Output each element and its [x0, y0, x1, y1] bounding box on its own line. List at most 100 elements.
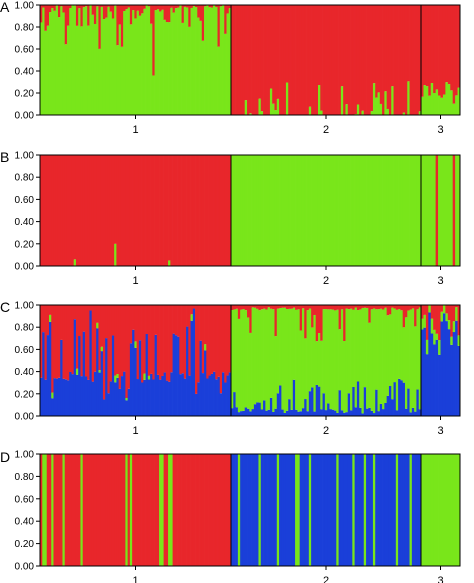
bar-segment-red	[195, 5, 198, 8]
bar-segment-green	[359, 309, 362, 408]
bar-segment-red	[78, 155, 81, 266]
bar-segment-red	[96, 155, 99, 266]
bar-segment-blue	[440, 321, 444, 416]
bar-segment-red	[177, 155, 180, 266]
bar-segment-blue	[411, 407, 415, 416]
bar-segment-green	[421, 454, 424, 566]
bar-segment-green	[370, 155, 374, 266]
bar-segment-red	[430, 305, 434, 319]
bar-segment-red	[87, 155, 90, 266]
bar-segment-blue	[80, 376, 84, 416]
bar-segment-red	[109, 454, 113, 566]
bar-segment-green	[370, 111, 374, 115]
y-tick-label: 0.40	[15, 367, 35, 378]
bar-segment-red	[107, 155, 111, 266]
bar-segment-green	[366, 155, 369, 266]
bar-segment-blue	[338, 390, 342, 416]
bar-segment-red	[276, 5, 280, 99]
bar-segment-blue	[274, 454, 278, 566]
bar-segment-red	[217, 5, 221, 47]
bar-segment-blue	[244, 454, 248, 566]
bar-segment-green	[186, 7, 189, 116]
bar-segment-blue	[228, 372, 232, 416]
bar-segment-blue	[170, 372, 173, 416]
bar-segment-red	[91, 5, 95, 15]
bar-segment-red	[301, 305, 305, 309]
bar-segment-blue	[322, 454, 326, 566]
bar-segment-green	[435, 454, 439, 566]
bar-segment-red	[82, 305, 86, 332]
bar-segment-green	[242, 308, 246, 411]
bar-segment-red	[213, 155, 216, 266]
bar-segment-green	[256, 308, 259, 403]
bar-segment-green	[256, 155, 259, 266]
bar-segment-green	[210, 7, 214, 115]
bar-segment-blue	[400, 380, 404, 416]
bar-segment-green	[147, 6, 151, 115]
bar-segment-blue	[161, 375, 164, 416]
bar-segment-blue	[100, 351, 104, 416]
bar-segment-blue	[283, 454, 287, 566]
bar-segment-green	[279, 155, 282, 266]
bar-segment-blue	[281, 409, 284, 416]
bar-segment-green	[442, 94, 446, 115]
bar-segment-red	[272, 305, 275, 310]
bar-segment-red	[438, 305, 441, 341]
bar-segment-blue	[231, 408, 234, 416]
bar-segment-blue	[267, 454, 271, 566]
bar-segment-red	[57, 5, 61, 18]
bar-segment-blue	[46, 335, 50, 416]
bar-segment-red	[138, 155, 142, 266]
bar-segment-red	[188, 454, 191, 566]
bar-segment-green	[438, 155, 441, 266]
bar-segment-green	[48, 12, 52, 115]
bar-segment-red	[82, 155, 86, 266]
bar-segment-red	[107, 305, 111, 394]
bar-segment-red	[100, 155, 104, 266]
bar-segment-blue	[150, 373, 153, 416]
bar-segment-red	[87, 5, 90, 26]
panel-c: 0.00 0.20 0.40 0.60 0.80 1.00 1 2 3 C	[0, 299, 461, 437]
bar-segment-blue	[304, 399, 307, 416]
bar-segment-red	[91, 454, 95, 566]
bar-segment-red	[368, 305, 371, 323]
bar-segment-red	[152, 305, 155, 380]
bar-segment-red	[363, 305, 367, 308]
bar-segment-blue	[404, 408, 408, 416]
bar-segment-green	[60, 6, 63, 115]
bar-segment-blue	[78, 336, 81, 416]
bar-segment-red	[274, 5, 278, 111]
bar-segment-red	[411, 305, 415, 309]
bar-segment-blue	[398, 454, 401, 566]
bar-segment-blue	[147, 379, 151, 416]
bar-segment-red	[132, 155, 135, 266]
bar-segment-red	[55, 155, 59, 266]
bar-segment-green	[244, 100, 248, 115]
bar-segment-green	[361, 307, 365, 414]
bar-segment-red	[445, 5, 449, 83]
bar-segment-blue	[285, 410, 289, 416]
bar-segment-blue	[233, 392, 236, 416]
bar-segment-blue	[324, 410, 328, 416]
bar-segment-red	[188, 155, 191, 266]
bar-segment-green	[295, 155, 298, 266]
bar-segment-green	[125, 397, 128, 401]
bar-segment-green	[430, 155, 434, 266]
bar-segment-red	[192, 305, 196, 309]
bar-segment-red	[213, 305, 216, 372]
bar-segment-green	[240, 309, 243, 412]
bar-segment-red	[433, 5, 436, 94]
bar-segment-green	[382, 155, 385, 266]
bar-segment-red	[331, 305, 335, 310]
bar-segment-green	[98, 370, 102, 373]
bar-segment-red	[263, 305, 266, 309]
bar-segment-red	[102, 5, 106, 20]
bar-segment-green	[295, 454, 298, 566]
bar-segment-red	[46, 155, 50, 266]
bar-segment-red	[75, 5, 79, 26]
bar-segment-red	[213, 454, 216, 566]
bar-segment-blue	[165, 380, 169, 416]
bar-segment-green	[372, 83, 376, 115]
bar-segment-green	[377, 92, 381, 115]
bar-segment-blue	[308, 391, 312, 416]
